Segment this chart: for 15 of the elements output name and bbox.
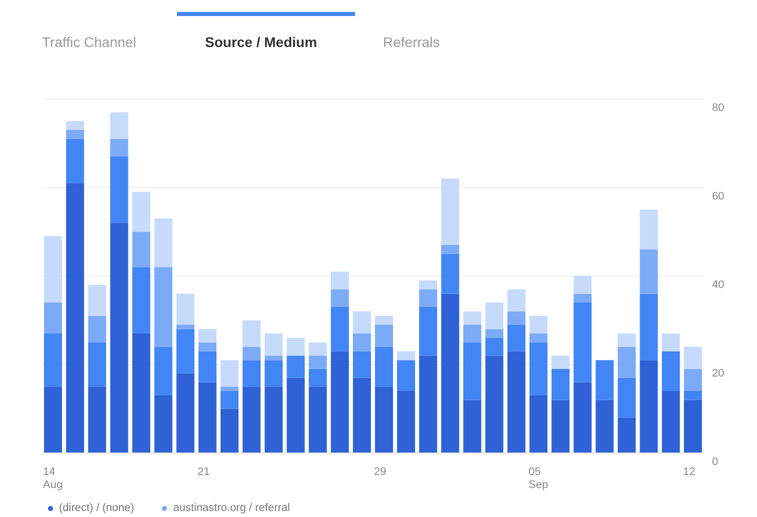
- x-tick-label: 14 Aug: [43, 466, 63, 491]
- y-tick-label: 60: [712, 190, 724, 202]
- text: Referrals: [383, 34, 440, 50]
- legend-label: (direct) / (none): [59, 502, 134, 514]
- y-tick-label: 40: [712, 278, 724, 291]
- x-tick-label: 21: [198, 466, 210, 478]
- legend-label: austinastro.org / referral: [173, 502, 290, 514]
- y-tick-label: 80: [712, 102, 724, 114]
- y-tick-label: 0: [712, 456, 718, 468]
- y-tick-label: 20: [712, 367, 724, 380]
- x-tick-label: 05 Sep: [528, 466, 548, 491]
- x-tick-label: 12: [682, 466, 696, 478]
- x-tick-label: 29: [374, 466, 386, 478]
- text: Traffic Channel: [42, 34, 136, 50]
- source-note: Source / Medium: [205, 34, 318, 50]
